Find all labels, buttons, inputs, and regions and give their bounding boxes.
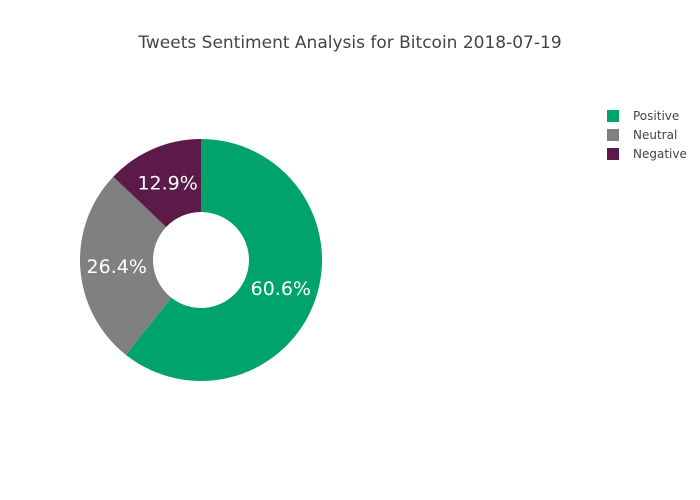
legend-item-neutral[interactable]: Neutral bbox=[607, 125, 687, 144]
slice-label-negative: 12.9% bbox=[137, 172, 197, 194]
legend-label-neutral: Neutral bbox=[633, 127, 678, 142]
legend-label-negative: Negative bbox=[633, 146, 687, 161]
slice-negative[interactable] bbox=[113, 139, 201, 227]
slices-group bbox=[80, 139, 322, 382]
legend-label-positive: Positive bbox=[633, 108, 680, 123]
legend-swatch-neutral bbox=[607, 128, 619, 141]
slice-label-positive: 60.6% bbox=[251, 278, 311, 300]
chart-title: Tweets Sentiment Analysis for Bitcoin 20… bbox=[138, 33, 562, 53]
slice-labels-group: 60.6% 26.4% 12.9% bbox=[87, 172, 311, 299]
legend-item-negative[interactable]: Negative bbox=[607, 144, 687, 163]
legend-swatch-positive bbox=[607, 109, 619, 122]
legend: Positive Neutral Negative bbox=[607, 106, 687, 163]
slice-label-neutral: 26.4% bbox=[87, 256, 147, 278]
slice-neutral[interactable] bbox=[80, 176, 172, 355]
legend-swatch-negative bbox=[607, 147, 619, 160]
legend-item-positive[interactable]: Positive bbox=[607, 106, 687, 125]
slice-positive[interactable] bbox=[125, 139, 322, 382]
